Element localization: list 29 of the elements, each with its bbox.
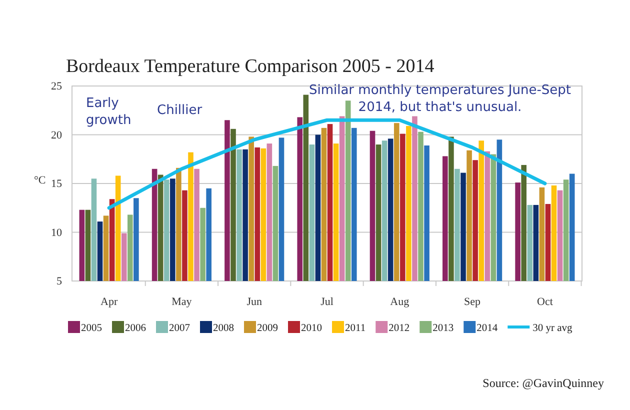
legend-label: 2007	[169, 323, 190, 334]
legend-label: 2009	[257, 323, 278, 334]
x-tick-label: Apr	[100, 296, 118, 308]
y-tick-label: 20	[51, 129, 62, 142]
annotation: Chillier	[157, 103, 203, 118]
y-tick-label: 10	[51, 226, 62, 239]
legend-label: 2014	[476, 323, 498, 334]
x-tick-label: Sep	[464, 296, 482, 308]
legend-label: 2006	[125, 323, 146, 334]
x-tick-label: Jun	[246, 296, 262, 308]
y-axis-title: °C	[34, 174, 46, 186]
y-tick-label: 25	[51, 80, 62, 93]
source-note: Source: @GavinQuinney	[482, 376, 604, 390]
x-tick-label: Oct	[537, 296, 553, 308]
legend-label: 2011	[345, 323, 366, 334]
annotation: Early growth	[86, 96, 132, 128]
annotation: Similar monthly temperatures June-Sept 2014, but that's unusual.	[308, 83, 572, 115]
legend-label: 30 yr avg	[532, 323, 574, 334]
y-tick-label: 15	[51, 178, 62, 190]
y-tick-label: 5	[56, 276, 62, 288]
legend-label: 2010	[301, 323, 322, 334]
x-tick-label: Jul	[320, 296, 334, 308]
legend-label: 2005	[81, 323, 102, 334]
x-tick-label: May	[172, 296, 192, 308]
legend-label: 2013	[432, 323, 454, 334]
legend-label: 2008	[213, 323, 234, 334]
legend-label: 2012	[388, 323, 410, 334]
chart-title: Bordeaux Temperature Comparison 2005 - 2014	[66, 56, 435, 77]
x-tick-label: Aug	[390, 296, 410, 308]
